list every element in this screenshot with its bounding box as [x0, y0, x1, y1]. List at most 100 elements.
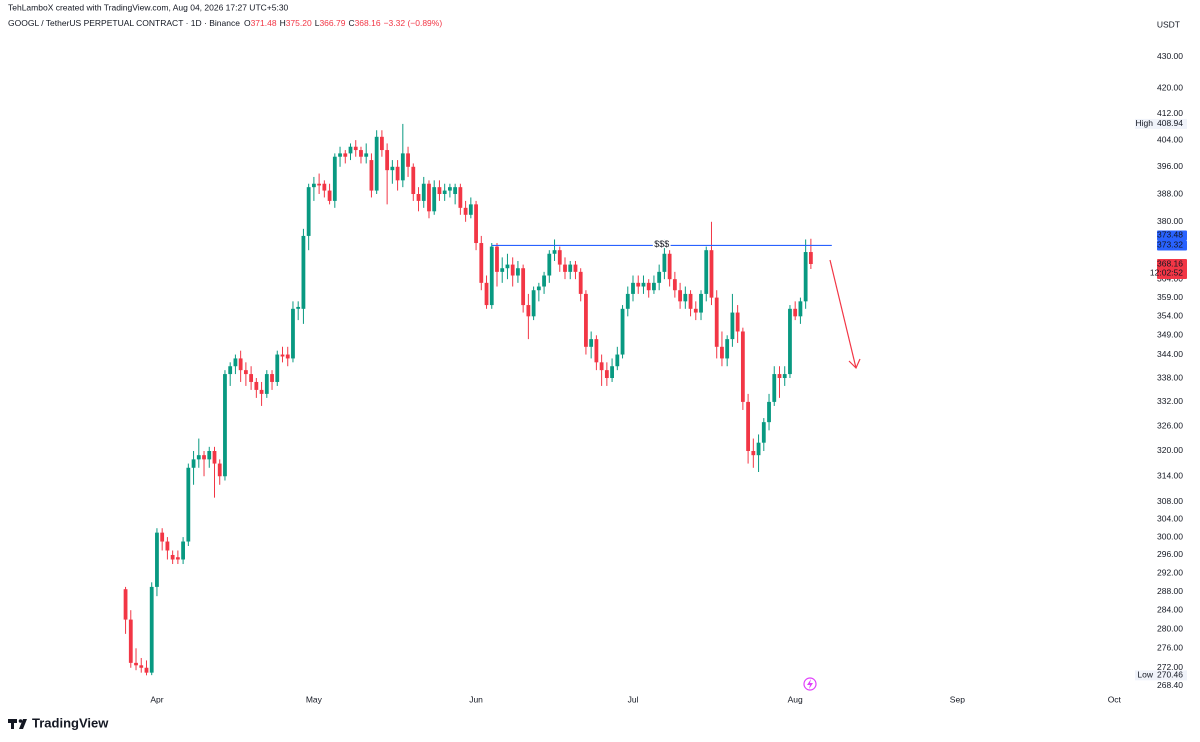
candle-body — [364, 153, 369, 157]
x-tick-label: Jul — [628, 694, 639, 704]
candle-body — [526, 305, 531, 317]
candle-body — [484, 282, 489, 306]
candle-body — [652, 282, 656, 291]
candle-body — [672, 279, 677, 291]
y-tick-label: 380.00 — [1157, 216, 1183, 226]
candle-body — [568, 264, 573, 272]
candle-body — [254, 381, 259, 390]
candle-body — [604, 370, 609, 379]
candle-body — [406, 153, 410, 167]
price-badge-label: 270.46 — [1157, 670, 1183, 680]
candle-body — [740, 331, 745, 402]
candle-body — [563, 264, 567, 272]
candle-body — [458, 187, 463, 208]
candle-body — [165, 541, 170, 551]
candle-body — [625, 293, 630, 309]
candle-body — [317, 183, 322, 186]
candle-body — [228, 366, 233, 375]
candle-body — [720, 346, 724, 359]
candle-body — [385, 150, 390, 171]
candle-body — [448, 187, 452, 191]
candle-body — [311, 183, 316, 188]
candle-body — [662, 253, 667, 272]
candle-body — [427, 183, 431, 212]
candle-body — [128, 619, 133, 663]
candle-body — [531, 290, 536, 317]
candle-body — [772, 374, 777, 402]
y-tick-label: 304.00 — [1157, 514, 1183, 524]
change: −3.32 (−0.89%) — [384, 18, 443, 28]
candle-body — [207, 450, 212, 460]
y-tick-label: 276.00 — [1157, 643, 1183, 653]
candle-body — [343, 153, 348, 157]
candle-body — [196, 455, 201, 460]
candle-body — [306, 187, 311, 236]
ohlc-key: C — [348, 18, 354, 28]
price-badge-tag: High — [1136, 118, 1154, 128]
candle-body — [217, 463, 222, 477]
y-tick-label: 272.00 — [1157, 662, 1183, 672]
candle-body — [704, 250, 709, 294]
y-tick-label: 308.00 — [1157, 496, 1183, 506]
y-tick-label: 320.00 — [1157, 445, 1183, 455]
candle-body — [735, 312, 740, 332]
candle-body — [374, 136, 379, 191]
candle-body — [175, 557, 180, 560]
y-tick-label: 292.00 — [1157, 567, 1183, 577]
candle-body — [657, 271, 662, 283]
candle-body — [353, 146, 358, 151]
candle-body — [505, 264, 510, 269]
y-tick-label: 430.00 — [1157, 51, 1183, 61]
candle-body — [327, 190, 332, 201]
ohlc-value: 371.48 — [251, 18, 277, 28]
candle-body — [510, 264, 515, 276]
x-tick-label: Oct — [1108, 694, 1122, 704]
price-badge-sub: 12:02:52 — [1150, 267, 1183, 277]
ohlc-key: O — [244, 18, 251, 28]
candle-body — [291, 308, 295, 359]
candle-body — [552, 250, 557, 254]
ohlc-key: H — [280, 18, 286, 28]
price-badge-label: 373.32 — [1157, 240, 1183, 250]
candle-body — [610, 366, 614, 379]
candle-body — [270, 374, 274, 382]
candle-body — [338, 153, 342, 157]
candle-body — [144, 667, 149, 673]
x-tick-label: May — [306, 694, 323, 704]
candle-body — [432, 187, 437, 212]
candle-body — [468, 204, 473, 215]
candle-body — [359, 150, 363, 157]
candle-body — [751, 450, 756, 456]
brand: TradingView — [32, 715, 109, 730]
candle-body — [395, 166, 400, 181]
candle-body — [280, 354, 285, 357]
candle-body — [688, 293, 693, 309]
candle-body — [379, 136, 384, 151]
price-badge-label: 368.16 — [1157, 258, 1183, 268]
candle-body — [369, 160, 374, 191]
candle-body — [390, 166, 395, 171]
candle-body — [636, 282, 641, 287]
candle-body — [542, 275, 546, 287]
y-tick-label: 326.00 — [1157, 420, 1183, 430]
symbol-line: GOOGL / TetherUS PERPETUAL CONTRACT · 1D… — [8, 18, 442, 28]
level-label: $$$ — [654, 239, 669, 249]
candle-body — [693, 308, 698, 313]
price-badge-label: 408.94 — [1157, 118, 1183, 128]
candle-body — [160, 532, 165, 542]
y-tick-label: 388.00 — [1157, 188, 1183, 198]
candle-body — [714, 297, 719, 347]
credit: TehLamboX created with TradingView.com, … — [8, 2, 289, 12]
symbol: GOOGL / TetherUS PERPETUAL CONTRACT · 1D… — [8, 18, 240, 28]
candle-body — [170, 554, 175, 560]
candle-body — [264, 374, 269, 394]
candle-body — [453, 187, 458, 195]
candle-body — [186, 467, 191, 542]
candle-body — [788, 308, 792, 375]
candle-body — [416, 194, 421, 201]
logo — [8, 719, 27, 729]
candle-body — [181, 541, 186, 560]
ohlc-value: 368.16 — [355, 18, 381, 28]
candle-body — [249, 374, 254, 382]
candle-body — [589, 339, 594, 347]
